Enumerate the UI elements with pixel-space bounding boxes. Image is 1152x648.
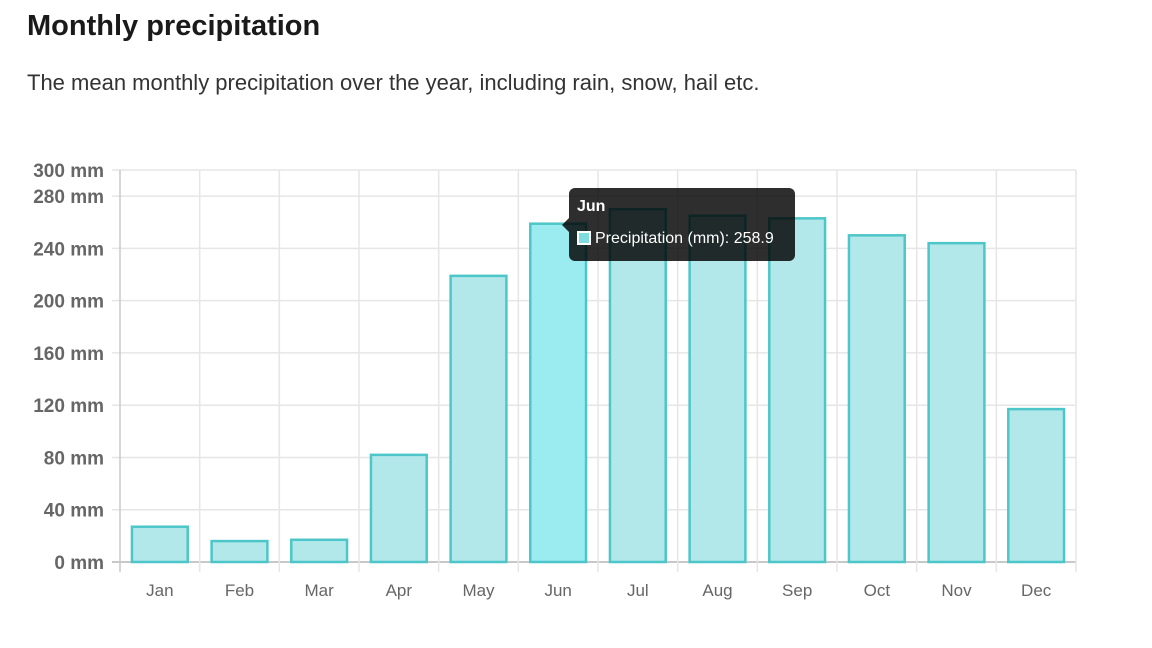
data-tooltip: Jun Precipitation (mm): 258.9	[562, 188, 795, 261]
y-tick-label: 300 mm	[33, 161, 104, 182]
x-axis: Jan Feb Mar Apr May Jun Jul Aug Sep Oct Nov Dec	[146, 581, 1052, 600]
bar-mar[interactable]	[290, 538, 349, 564]
x-tick-label: Jul	[627, 581, 649, 600]
y-tick-label: 200 mm	[33, 292, 104, 313]
y-tick-label: 240 mm	[33, 239, 104, 260]
bar-apr[interactable]	[369, 453, 428, 564]
tooltip-caret	[562, 218, 569, 232]
y-tick-label: 80 mm	[44, 448, 104, 469]
y-tick-label: 160 mm	[33, 344, 104, 365]
x-tick-label: May	[462, 581, 495, 600]
x-tick-label: Aug	[702, 581, 732, 600]
bar-jan[interactable]	[130, 525, 189, 564]
y-tick-label: 40 mm	[44, 501, 104, 522]
x-tick-label: Jun	[544, 581, 571, 600]
bar-jul[interactable]	[608, 207, 667, 564]
y-tick-label: 0 mm	[54, 553, 104, 574]
y-axis: 0 mm 40 mm 80 mm 120 mm 160 mm 200 mm 240 mm 28…	[33, 161, 104, 574]
bar-may[interactable]	[449, 274, 508, 564]
x-tick-label: Apr	[386, 581, 413, 600]
bar-oct[interactable]	[847, 234, 906, 564]
x-tick-label: Dec	[1021, 581, 1052, 600]
y-tick-label: 280 mm	[33, 187, 104, 208]
x-tick-label: Mar	[305, 581, 335, 600]
tooltip-label: Precipitation (mm): 258.9	[595, 230, 774, 247]
bar-feb[interactable]	[210, 539, 269, 564]
bar-nov[interactable]	[927, 241, 986, 564]
x-tick-label: Oct	[864, 581, 891, 600]
tooltip-swatch	[577, 231, 591, 245]
y-tick-label: 120 mm	[33, 396, 104, 417]
bar-sep[interactable]	[768, 217, 827, 564]
tooltip-title: Jun	[577, 198, 606, 215]
x-tick-label: Sep	[782, 581, 812, 600]
bar-dec[interactable]	[1007, 407, 1066, 564]
tooltip-row: Precipitation (mm): 258.9	[577, 230, 774, 248]
chart-title: Monthly precipitation	[27, 10, 321, 42]
x-tick-label: Feb	[225, 581, 254, 600]
bar-jun[interactable]	[529, 222, 588, 564]
chart-subtitle: The mean monthly precipitation over the …	[27, 70, 760, 95]
bar-aug[interactable]	[688, 214, 747, 564]
bars	[130, 207, 1066, 564]
x-tick-label: Jan	[146, 581, 173, 600]
x-tick-label: Nov	[941, 581, 972, 600]
